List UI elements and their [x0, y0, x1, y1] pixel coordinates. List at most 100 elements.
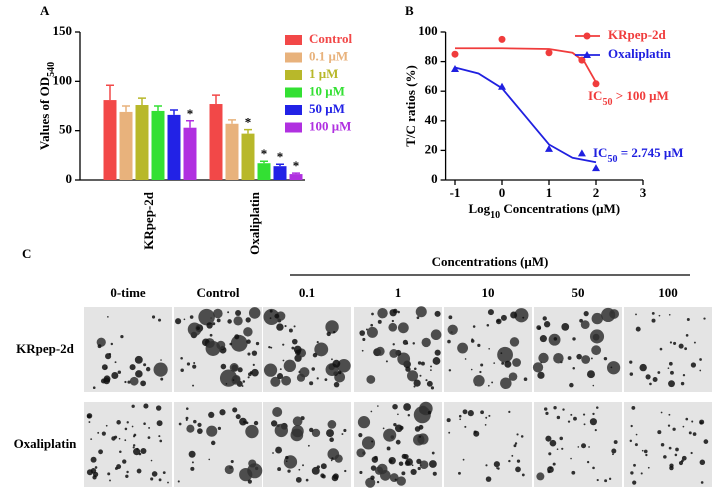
colony: [237, 367, 243, 373]
colony: [232, 379, 235, 382]
colony: [188, 450, 196, 458]
column-label: 50: [572, 285, 585, 300]
colony: [290, 428, 304, 442]
colony: [326, 429, 334, 438]
significance: *: [277, 149, 284, 164]
colony: [472, 325, 476, 328]
colony: [470, 368, 473, 371]
bar: [135, 105, 149, 180]
colony: [427, 410, 432, 415]
colony: [699, 459, 706, 466]
colony: [685, 334, 689, 337]
bar: [151, 110, 165, 180]
point: [451, 50, 459, 58]
colony: [561, 447, 564, 450]
colony: [159, 439, 163, 443]
colony: [581, 443, 587, 449]
colony: [143, 403, 149, 409]
colony: [245, 421, 249, 425]
colony: [247, 479, 252, 484]
colony: [609, 309, 620, 319]
colony: [272, 407, 283, 418]
colony: [660, 411, 663, 414]
colony: [397, 310, 400, 314]
colony: [632, 480, 637, 485]
colony: [556, 415, 561, 420]
y-axis-label: T/C ratios (%): [403, 65, 418, 147]
colony: [337, 370, 342, 375]
colony: [105, 353, 112, 360]
colony: [406, 370, 419, 382]
panel-label: A: [40, 3, 50, 18]
colony: [432, 471, 437, 476]
colony: [270, 420, 278, 427]
colony: [126, 470, 129, 474]
error-bar: [260, 160, 268, 164]
colony: [332, 473, 339, 480]
colony: [678, 460, 684, 466]
colony: [691, 420, 694, 423]
colony: [394, 478, 397, 481]
colony: [158, 478, 162, 482]
colony: [510, 311, 518, 319]
colony: [311, 466, 320, 475]
colony: [101, 364, 108, 371]
colony: [160, 359, 162, 361]
colony: [366, 326, 378, 338]
colony: [630, 424, 633, 428]
colony: [246, 339, 251, 344]
colony: [138, 452, 142, 456]
colony: [131, 425, 134, 428]
colony: [92, 475, 97, 480]
colony: [629, 360, 633, 364]
colony: [545, 435, 552, 442]
colony: [156, 420, 163, 427]
legend-swatch: [285, 52, 302, 63]
colony: [497, 346, 513, 363]
colony: [430, 369, 432, 372]
colony: [570, 457, 572, 460]
colony: [549, 466, 552, 470]
colony: [376, 480, 380, 484]
colony: [119, 450, 122, 454]
colony: [245, 317, 251, 323]
colony: [596, 406, 599, 409]
legend-swatch: [285, 70, 302, 80]
legend-marker: [583, 51, 591, 58]
colony: [118, 437, 121, 440]
colony: [674, 453, 678, 457]
colony: [326, 331, 331, 337]
error-bar: [122, 105, 130, 112]
colony: [316, 465, 320, 469]
colony: [370, 410, 373, 413]
colony: [401, 471, 406, 476]
colony: [370, 475, 375, 480]
legend-marker: [583, 32, 591, 40]
colony: [193, 419, 197, 424]
colony: [235, 310, 242, 316]
colony: [681, 455, 687, 461]
colony: [110, 342, 114, 346]
colony: [586, 370, 595, 379]
y-tick-label: 20: [425, 141, 438, 156]
colony: [514, 442, 518, 445]
colony: [589, 329, 605, 344]
colony: [572, 367, 575, 370]
bar: [225, 123, 239, 180]
legend-label: Control: [309, 31, 352, 46]
colony: [292, 416, 303, 427]
colony: [229, 363, 239, 372]
colony: [136, 468, 142, 474]
colony: [288, 328, 293, 333]
colony: [484, 424, 487, 426]
colony: [577, 446, 580, 448]
colony: [583, 311, 589, 317]
colony: [359, 330, 366, 336]
colony: [413, 379, 421, 387]
text-part: 540: [46, 62, 57, 77]
colony: [667, 367, 670, 369]
colony: [410, 468, 417, 476]
colony: [391, 319, 394, 323]
colony: [548, 452, 552, 456]
colony: [678, 343, 684, 349]
